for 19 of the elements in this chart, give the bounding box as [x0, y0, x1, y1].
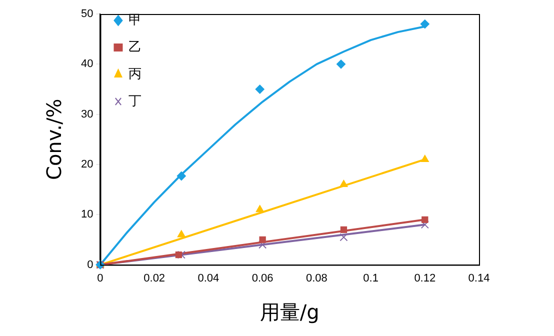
x-tick-label: 0.08	[306, 272, 328, 284]
x-axis-title: 用量/g	[260, 300, 320, 324]
y-axis-title: Conv./%	[42, 98, 66, 180]
x-tick-label: 0.04	[198, 272, 220, 284]
legend-label: 丙	[128, 66, 142, 82]
x-tick-label: 0.14	[468, 272, 490, 284]
x-tick-label: 0.1	[363, 272, 378, 284]
legend-label: 乙	[128, 40, 142, 55]
x-tick-label: 0.02	[144, 272, 166, 284]
y-tick-label: 30	[80, 108, 94, 120]
y-tick-label: 10	[80, 208, 94, 221]
y-tick-label: 0	[87, 258, 94, 271]
y-tick-label: 40	[80, 58, 94, 70]
x-tick-label: 0.06	[252, 272, 274, 284]
y-tick-label: 50	[80, 8, 94, 20]
y-tick-label: 20	[80, 158, 94, 171]
legend-label: 丁	[128, 94, 142, 109]
x-tick-label: 0.12	[414, 272, 436, 284]
x-tick-label: 0	[97, 272, 104, 284]
